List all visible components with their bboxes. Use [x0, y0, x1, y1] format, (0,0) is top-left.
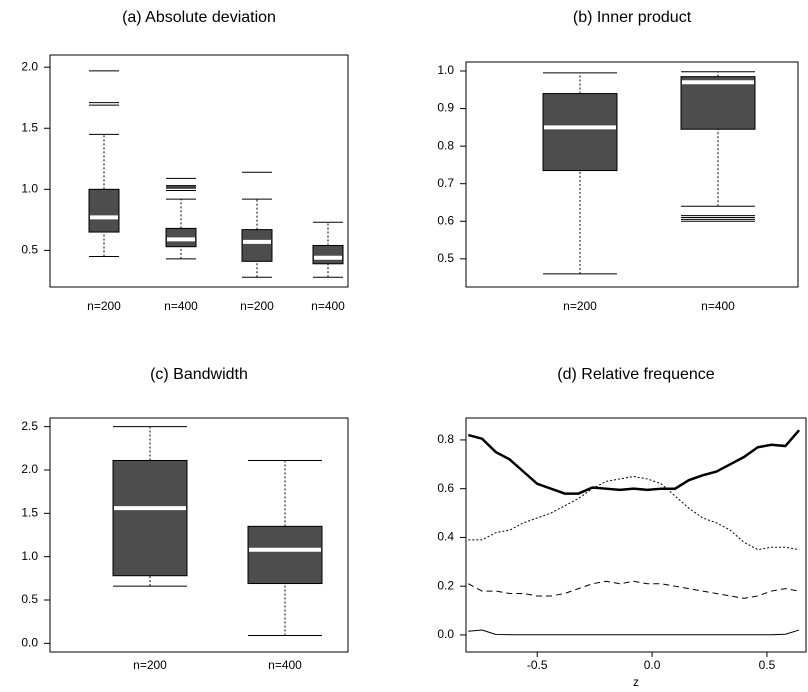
x-tick-label: n=400: [311, 299, 345, 313]
y-tick-label: 0.8: [437, 432, 454, 446]
x-tick-label: n=400: [268, 658, 302, 672]
y-tick-label: 1.5: [21, 120, 38, 134]
panel-title: (b) Inner product: [573, 9, 692, 26]
box: [241, 229, 273, 262]
box: [542, 93, 618, 172]
x-tick-label: n=200: [133, 658, 167, 672]
line-series: [467, 429, 801, 495]
y-tick-label: 2.0: [21, 59, 38, 73]
x-tick-label: n=200: [563, 299, 597, 313]
y-tick-label: 1.0: [437, 63, 454, 77]
plot-frame: [465, 417, 807, 653]
y-tick-label: 1.0: [21, 181, 38, 195]
y-tick-label: 0.6: [437, 213, 454, 227]
box: [112, 459, 188, 577]
y-tick-label: 0.2: [437, 578, 454, 592]
y-tick-label: 2.0: [21, 462, 38, 476]
box: [88, 188, 120, 233]
line-series: [468, 580, 800, 599]
x-axis-label: z: [633, 675, 639, 689]
box: [312, 244, 344, 265]
y-tick-label: 2.5: [21, 419, 38, 433]
panel-title: (d) Relative frequence: [557, 366, 715, 383]
x-tick-label: -0.5: [527, 658, 548, 672]
y-tick-label: 0.7: [437, 176, 454, 190]
plot-frame: [465, 61, 799, 288]
y-tick-label: 1.5: [21, 506, 38, 520]
y-tick-label: 0.5: [437, 251, 454, 265]
x-tick-label: n=400: [164, 299, 198, 313]
x-tick-label: 0.0: [644, 658, 661, 672]
plot-frame: [49, 54, 349, 288]
y-tick-label: 0.5: [21, 243, 38, 257]
x-tick-label: n=200: [87, 299, 121, 313]
x-tick-label: n=200: [240, 299, 274, 313]
y-tick-label: 0.6: [437, 481, 454, 495]
y-tick-label: 0.5: [21, 592, 38, 606]
y-tick-label: 0.9: [437, 101, 454, 115]
line-series: [468, 629, 800, 636]
panel-title: (c) Bandwidth: [150, 366, 248, 383]
y-tick-label: 1.0: [21, 549, 38, 563]
box: [247, 525, 323, 585]
y-tick-label: 0.8: [437, 138, 454, 152]
y-tick-label: 0.4: [437, 530, 454, 544]
x-tick-label: 0.5: [759, 658, 776, 672]
y-tick-label: 0.0: [437, 627, 454, 641]
box: [680, 76, 756, 130]
y-tick-label: 0.0: [21, 636, 38, 650]
plot-frame: [49, 417, 349, 653]
panel-title: (a) Absolute deviation: [122, 9, 276, 26]
x-tick-label: n=400: [701, 299, 735, 313]
